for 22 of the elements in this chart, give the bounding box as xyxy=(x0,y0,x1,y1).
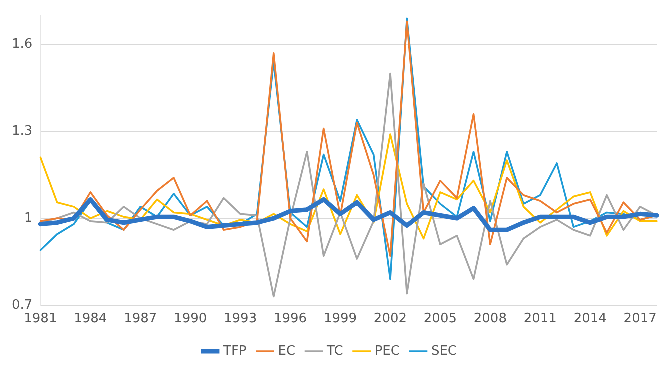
legend-label: SEC xyxy=(431,344,457,359)
y-tick-label: 1.6 xyxy=(12,37,33,52)
y-tick-label: 0.7 xyxy=(12,298,33,313)
legend-label: TFP xyxy=(222,344,247,359)
x-tick-label: 2008 xyxy=(474,312,507,327)
x-tick-label: 2011 xyxy=(524,312,557,327)
x-tick-label: 2014 xyxy=(574,312,607,327)
x-tick-label: 1996 xyxy=(274,312,308,327)
x-tick-label: 1999 xyxy=(324,312,358,327)
x-tick-label: 1984 xyxy=(74,312,108,327)
x-tick-label: 1990 xyxy=(174,312,208,327)
x-tick-label: 1993 xyxy=(224,312,258,327)
legend-label: EC xyxy=(278,344,296,359)
y-tick-label: 1 xyxy=(24,210,33,226)
x-tick-label: 1981 xyxy=(24,312,58,327)
y-tick-label: 1.3 xyxy=(12,124,33,140)
x-tick-label: 2017 xyxy=(624,312,657,327)
x-tick-label: 2005 xyxy=(424,312,457,327)
x-tick-label: 1987 xyxy=(124,312,158,327)
legend-label: TC xyxy=(326,344,344,359)
legend-label: PEC xyxy=(374,344,400,359)
x-tick-label: 2002 xyxy=(374,312,408,327)
